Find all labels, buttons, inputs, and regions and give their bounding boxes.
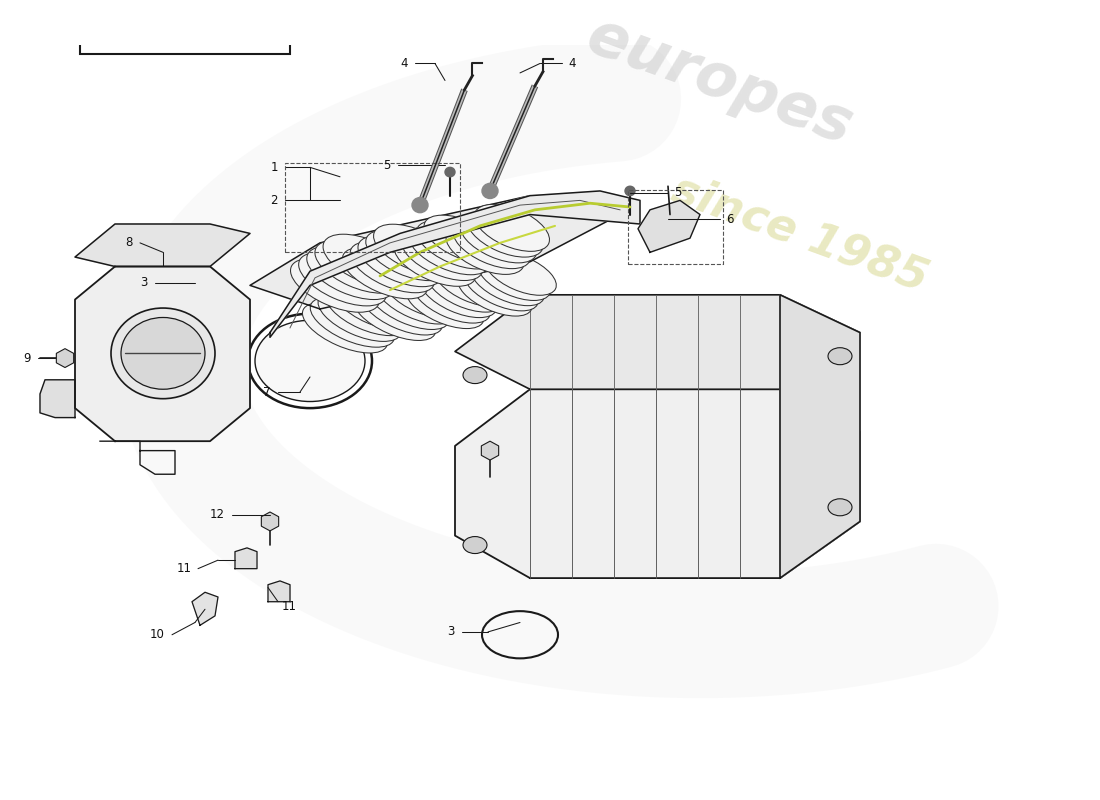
Ellipse shape: [485, 252, 557, 295]
Bar: [285, 162, 460, 252]
Polygon shape: [455, 295, 860, 390]
Ellipse shape: [315, 240, 402, 293]
Polygon shape: [270, 191, 640, 338]
Ellipse shape: [453, 221, 530, 269]
Text: 11: 11: [177, 562, 192, 575]
Ellipse shape: [414, 277, 491, 323]
Ellipse shape: [333, 281, 416, 330]
Ellipse shape: [409, 226, 490, 274]
Text: 5: 5: [674, 186, 681, 199]
Text: 10: 10: [150, 628, 165, 642]
Ellipse shape: [828, 498, 852, 516]
Ellipse shape: [463, 537, 487, 554]
Polygon shape: [780, 295, 860, 578]
Ellipse shape: [298, 253, 387, 306]
Polygon shape: [638, 200, 700, 252]
Ellipse shape: [406, 282, 484, 329]
Ellipse shape: [255, 320, 365, 402]
Ellipse shape: [323, 234, 408, 287]
Polygon shape: [268, 581, 290, 602]
Text: 4: 4: [568, 57, 575, 70]
Ellipse shape: [318, 292, 402, 342]
Ellipse shape: [394, 238, 476, 286]
Text: 1: 1: [271, 161, 278, 174]
Polygon shape: [40, 380, 75, 418]
Text: 8: 8: [125, 236, 133, 250]
Ellipse shape: [374, 224, 455, 274]
Ellipse shape: [350, 242, 434, 293]
Ellipse shape: [420, 271, 496, 318]
Ellipse shape: [358, 236, 441, 286]
Ellipse shape: [472, 262, 544, 306]
Ellipse shape: [376, 277, 455, 324]
Ellipse shape: [111, 308, 214, 398]
Polygon shape: [250, 196, 620, 309]
Bar: [80, 0, 290, 54]
Ellipse shape: [326, 286, 408, 336]
Ellipse shape: [402, 232, 483, 281]
Ellipse shape: [425, 215, 503, 263]
Ellipse shape: [121, 318, 205, 390]
Ellipse shape: [474, 204, 550, 251]
Polygon shape: [455, 390, 860, 578]
Ellipse shape: [342, 247, 428, 298]
Ellipse shape: [354, 293, 436, 341]
Ellipse shape: [428, 266, 503, 312]
Ellipse shape: [446, 226, 524, 274]
Circle shape: [446, 167, 455, 177]
Text: 7: 7: [264, 386, 271, 398]
Text: 3: 3: [141, 276, 149, 289]
Circle shape: [412, 198, 428, 213]
Ellipse shape: [290, 258, 380, 312]
Ellipse shape: [370, 282, 449, 330]
Polygon shape: [75, 266, 250, 441]
Ellipse shape: [384, 272, 462, 318]
Ellipse shape: [468, 210, 543, 257]
Ellipse shape: [302, 302, 387, 353]
Ellipse shape: [464, 266, 538, 311]
Polygon shape: [75, 224, 250, 266]
Circle shape: [625, 186, 635, 196]
Text: 6: 6: [726, 213, 734, 226]
Text: 9: 9: [23, 351, 31, 365]
Text: 3: 3: [448, 626, 455, 638]
Ellipse shape: [434, 261, 509, 306]
Ellipse shape: [463, 366, 487, 383]
Text: 11: 11: [282, 600, 297, 613]
Ellipse shape: [828, 348, 852, 365]
Text: 4: 4: [400, 57, 408, 70]
Ellipse shape: [362, 287, 442, 335]
Text: a porsche specialist: a porsche specialist: [519, 302, 720, 391]
Ellipse shape: [460, 215, 537, 263]
Polygon shape: [95, 0, 285, 26]
Circle shape: [482, 183, 498, 198]
Polygon shape: [192, 592, 218, 626]
Ellipse shape: [478, 257, 550, 301]
Ellipse shape: [366, 230, 449, 281]
Ellipse shape: [307, 246, 394, 299]
Ellipse shape: [458, 272, 532, 316]
Ellipse shape: [417, 221, 496, 269]
Polygon shape: [235, 548, 257, 569]
Text: europes: europes: [579, 7, 861, 158]
Text: 12: 12: [210, 508, 225, 522]
Text: 5: 5: [384, 159, 390, 172]
Bar: [628, 190, 723, 264]
Text: since 1985: since 1985: [667, 167, 934, 300]
Ellipse shape: [310, 298, 395, 347]
Text: 2: 2: [271, 194, 278, 207]
